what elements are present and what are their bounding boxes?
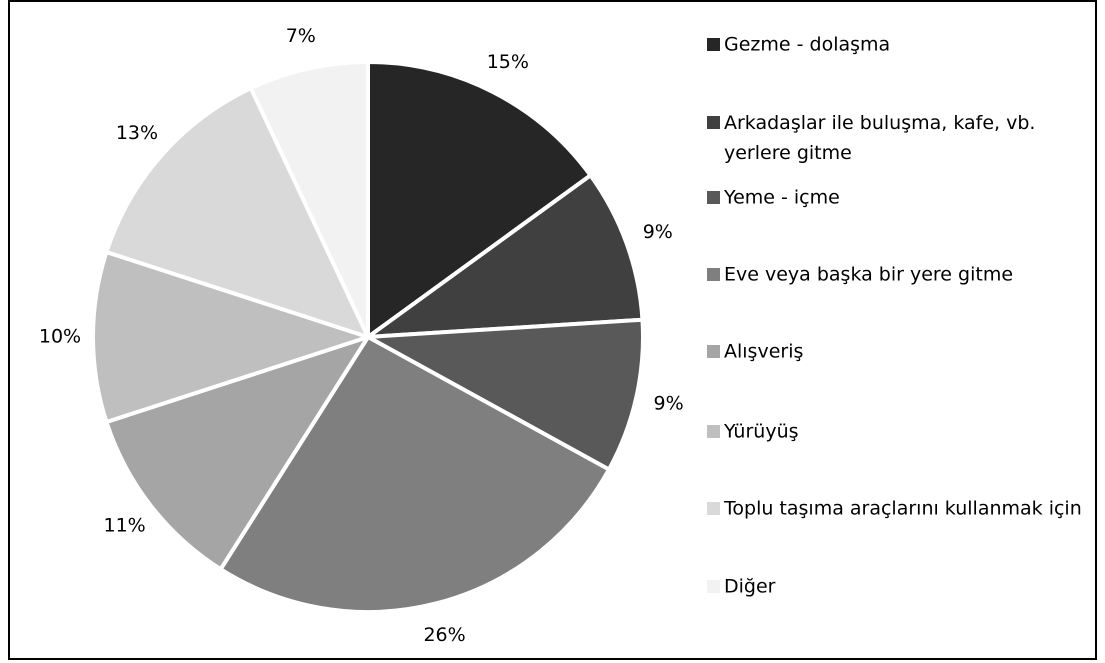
legend-label: Arkadaşlar ile buluşma, kafe, vb. yerlere… (724, 112, 1035, 164)
legend-label: Gezme - dolaşma (724, 34, 890, 56)
pie-slice (366, 60, 593, 339)
data-label: 10% (39, 326, 81, 348)
legend-swatch (707, 191, 720, 204)
data-label: 7% (286, 25, 316, 47)
data-label: 13% (116, 122, 158, 144)
pie-slice (91, 250, 370, 424)
legend-swatch (707, 116, 720, 129)
pie-slice (366, 317, 645, 472)
pie-slice (366, 173, 645, 339)
legend-label: Toplu taşıma araçlarını kullanmak için (723, 498, 1082, 520)
data-label: 9% (643, 221, 673, 243)
legend-swatch (707, 345, 720, 358)
data-label: 15% (487, 51, 529, 73)
legend-swatch (707, 38, 720, 51)
data-label: 11% (104, 514, 146, 536)
legend-label: Yürüyüş (723, 421, 799, 443)
legend-label: Yeme - içme (723, 187, 840, 209)
legend-line: Arkadaşlar ile buluşma, kafe, vb. (724, 112, 1035, 134)
data-label: 9% (654, 393, 684, 415)
pie-slice (104, 335, 370, 572)
legend-swatch (707, 580, 720, 593)
data-label: 26% (423, 624, 465, 646)
legend-swatch (707, 502, 720, 515)
legend-swatch (707, 268, 720, 281)
legend-label: Alışveriş (724, 341, 803, 363)
pie-slice (218, 335, 611, 614)
legend-swatch (707, 425, 720, 438)
legend-label: Diğer (724, 576, 776, 598)
legend-line: yerlere gitme (724, 142, 852, 164)
legend-label: Eve veya başka bir yere gitme (724, 264, 1013, 286)
pie-slice (104, 86, 370, 339)
pie-slice (248, 60, 370, 339)
